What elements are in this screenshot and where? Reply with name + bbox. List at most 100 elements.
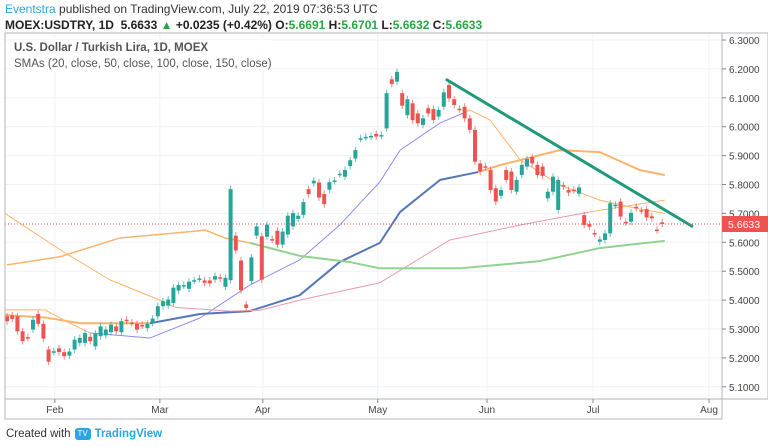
current-price-badge xyxy=(722,216,768,233)
candle-down xyxy=(540,166,545,176)
candle-down xyxy=(25,337,30,339)
footer: Created with TV TradingView xyxy=(6,428,162,440)
candle-down xyxy=(233,235,238,251)
candle-up xyxy=(363,136,368,139)
candle-up xyxy=(51,351,56,353)
author-link[interactable]: Eventstra xyxy=(5,2,56,16)
candle-down xyxy=(46,349,51,362)
candle-up xyxy=(187,281,191,289)
candle-up xyxy=(166,299,171,306)
x-tick-label: Feb xyxy=(46,405,64,416)
candle-up xyxy=(337,173,342,176)
candle-down xyxy=(483,166,488,168)
created-with: Created with xyxy=(6,428,71,440)
candle-down xyxy=(400,93,405,106)
candle-up xyxy=(192,280,197,282)
candle-down xyxy=(535,164,540,175)
candle-up xyxy=(213,276,217,280)
axes-labels: 6.3000 6.2000 6.1000 6.0000 5.9000 5.8000 5.70… xyxy=(46,36,768,416)
candle-down xyxy=(457,108,462,111)
sma100-line xyxy=(174,211,590,312)
price-axis[interactable] xyxy=(721,32,768,400)
sma50-line xyxy=(4,314,150,325)
sma150-line xyxy=(6,229,250,266)
x-tick-label: Mar xyxy=(151,405,169,416)
candle-down xyxy=(5,316,9,322)
change: +0.0235 (+0.42%) xyxy=(175,18,272,32)
candle-up xyxy=(93,333,98,347)
y-tick-label: 5.1000 xyxy=(729,383,760,394)
candle-up xyxy=(384,93,389,129)
candle-down xyxy=(473,129,477,162)
sma150-line xyxy=(249,239,665,270)
candle-up xyxy=(103,329,108,336)
candle-up xyxy=(613,204,618,207)
last-price: 5.6633 xyxy=(120,18,158,32)
time-axis[interactable] xyxy=(4,398,723,420)
candle-down xyxy=(431,109,436,121)
candle-up xyxy=(181,285,186,287)
tradingview-link[interactable]: TradingView xyxy=(94,428,163,440)
y-tick-label: 5.3000 xyxy=(729,325,760,336)
candle-down xyxy=(15,316,20,332)
indicator-legend[interactable]: SMAs (20, close, 50, close, 100, close, … xyxy=(14,58,272,70)
symbol: MOEX:USDTRY, 1D xyxy=(5,18,114,32)
candle-up xyxy=(551,176,555,192)
candle-up xyxy=(145,323,150,329)
chart-legend: U.S. Dollar / Turkish Lira, 1D, MOEX SMA… xyxy=(14,40,272,72)
candle-up xyxy=(608,203,613,234)
candle-up xyxy=(77,337,82,343)
y-tick-label: 6.3000 xyxy=(729,36,760,47)
chart-title: U.S. Dollar / Turkish Lira, 1D, MOEX xyxy=(14,42,209,54)
candle-down xyxy=(447,85,451,99)
candle-down xyxy=(317,182,321,198)
candle-up xyxy=(285,215,290,235)
candle-up xyxy=(109,324,113,333)
y-tick-label: 6.1000 xyxy=(729,94,760,105)
candle-up xyxy=(519,164,524,175)
candle-up xyxy=(311,180,316,184)
candle-up xyxy=(31,319,35,330)
x-tick-label: Jul xyxy=(587,405,600,416)
candle-down xyxy=(509,171,514,190)
candle-up xyxy=(150,318,155,323)
sma-lines xyxy=(4,109,665,339)
candle-up xyxy=(72,339,77,350)
candle-up xyxy=(348,160,353,167)
candle-up xyxy=(421,118,425,125)
candle-up xyxy=(358,138,363,140)
plot-border xyxy=(4,32,723,400)
high-value: 5.6701 xyxy=(341,18,379,32)
candle-down xyxy=(10,315,15,319)
sma20-line xyxy=(90,112,464,339)
x-tick-label: May xyxy=(368,405,387,416)
candle-down xyxy=(135,323,139,330)
y-tick-label: 5.8000 xyxy=(729,181,760,192)
up-triangle-icon: ▲ xyxy=(160,18,173,32)
candle-down xyxy=(389,79,394,84)
candle-up xyxy=(176,285,181,291)
low-label: L: xyxy=(381,18,393,32)
y-tick-label: 5.9000 xyxy=(729,152,760,163)
candle-down xyxy=(306,189,311,195)
candle-up xyxy=(545,191,550,199)
candle-down xyxy=(239,260,243,291)
candle-up xyxy=(369,135,373,138)
publish-info: Eventstra published on TradingView.com, … xyxy=(5,2,378,16)
candle-up xyxy=(597,239,602,242)
candle-up xyxy=(405,99,410,116)
candle-down xyxy=(62,352,67,357)
y-tick-label: 5.2000 xyxy=(729,354,760,365)
candle-up xyxy=(441,92,446,107)
candle-up xyxy=(67,351,72,356)
y-tick-label: 6.0000 xyxy=(729,123,760,134)
candle-down xyxy=(36,313,41,324)
candle-down xyxy=(634,206,639,209)
candle-up xyxy=(577,187,581,194)
candle-up xyxy=(228,189,233,281)
y-tick-label: 5.5000 xyxy=(729,267,760,278)
x-tick-label: Jun xyxy=(479,405,495,416)
candle-up xyxy=(249,257,254,282)
candle-down xyxy=(452,99,457,106)
